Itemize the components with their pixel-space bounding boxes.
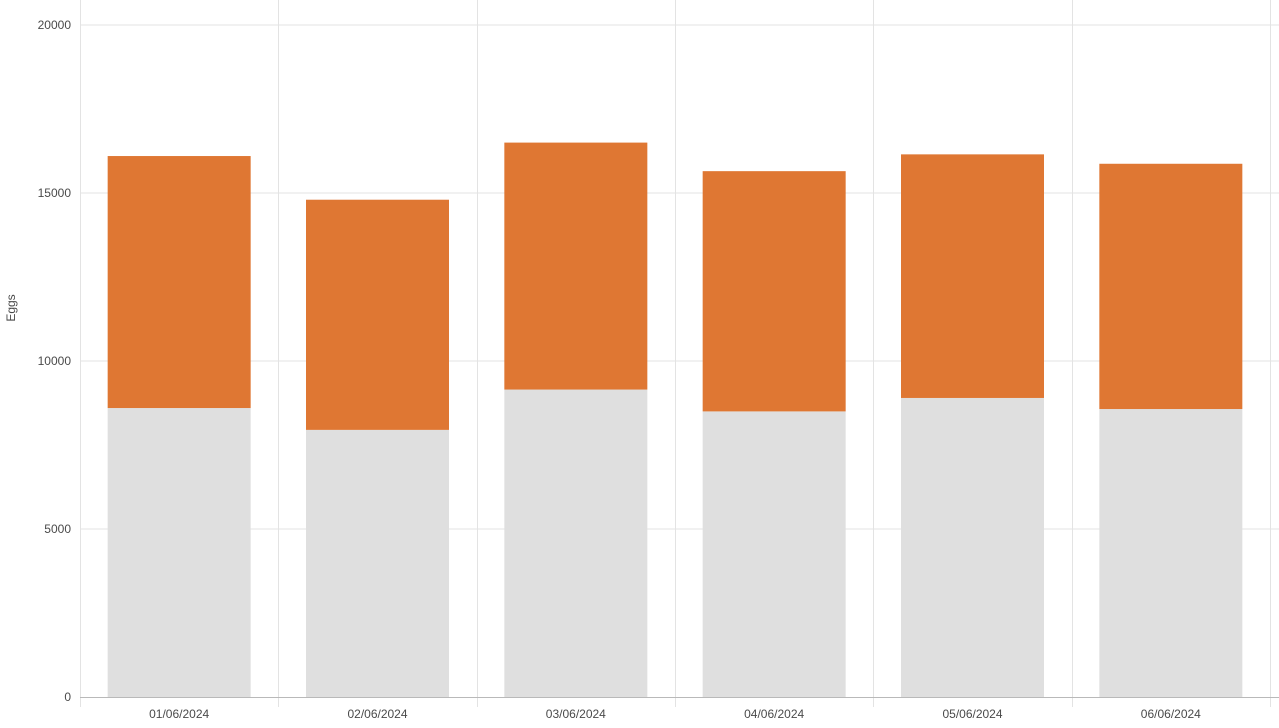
bar-upper-segment-3 (504, 142, 648, 390)
y-tick-label-3: 15000 (38, 186, 72, 200)
y-tick-label-0: 0 (64, 690, 71, 704)
bar-lower-segment-2 (306, 429, 449, 697)
bar-lower-segment-1 (107, 408, 251, 697)
y-tick-label-2: 10000 (38, 354, 72, 368)
grid (80, 0, 1279, 707)
bar-lower-segment-5 (901, 397, 1044, 697)
axes: 0 5000 10000 15000 20000 01/06/2024 02/06/2024… (38, 18, 1279, 721)
y-axis-title: Eggs (4, 294, 18, 321)
bar-upper-segment-6 (1099, 163, 1243, 410)
bar-upper-segment-4 (702, 171, 846, 412)
bar-lower-segment-6 (1099, 409, 1243, 697)
bar-lower-segment-4 (702, 411, 846, 697)
bar-upper-segment-1 (107, 156, 251, 409)
x-tick-label-6: 06/06/2024 (1141, 707, 1201, 721)
x-tick-label-3: 03/06/2024 (546, 707, 606, 721)
y-tick-label-4: 20000 (38, 18, 72, 32)
x-tick-label-1: 01/06/2024 (149, 707, 209, 721)
bar-upper-segment-2 (306, 199, 449, 430)
bar-lower-segment-3 (504, 389, 648, 697)
y-tick-label-1: 5000 (44, 522, 71, 536)
bars (107, 142, 1243, 697)
bar-upper-segment-5 (901, 154, 1044, 398)
x-tick-label-4: 04/06/2024 (744, 707, 804, 721)
x-tick-label-2: 02/06/2024 (347, 707, 407, 721)
x-tick-label-5: 05/06/2024 (942, 707, 1002, 721)
